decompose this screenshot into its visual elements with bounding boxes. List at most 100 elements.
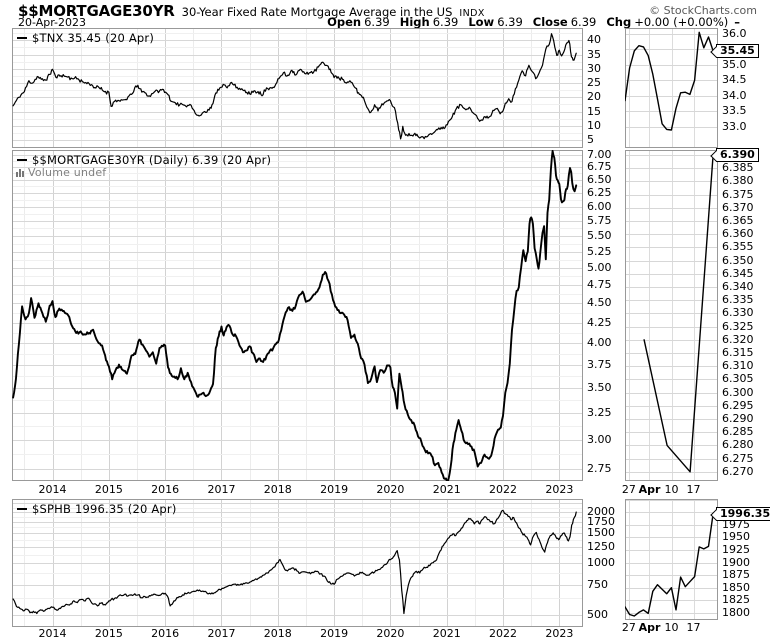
mortgage-legend: $$MORTGAGE30YR (Daily) 6.39 (20 Apr) bbox=[17, 153, 271, 167]
tnx-main-price-line bbox=[12, 33, 577, 140]
sphb-main-xtick-label: 2020 bbox=[376, 627, 405, 639]
mtg-mini-ytick-label: 6.305 bbox=[722, 372, 754, 386]
mtg-mini-ytick-label: 6.275 bbox=[722, 451, 754, 465]
mtg-main-ytick-label: 3.50 bbox=[587, 380, 612, 394]
mortgage-mini-chart bbox=[625, 150, 718, 481]
tnx-mini-ytick-label: 34.5 bbox=[722, 73, 747, 87]
volume-legend-text: Volume undef bbox=[28, 166, 107, 179]
tnx-mini-ytick-label: 35.0 bbox=[722, 57, 747, 71]
mtg-main-xtick-label: 2014 bbox=[38, 483, 67, 496]
mtg-main-ytick-label: 3.00 bbox=[587, 432, 612, 446]
mtg-main-ytick-label: 4.75 bbox=[587, 278, 612, 292]
quote-close: Close 6.39 bbox=[532, 15, 597, 29]
mtg-main-xtick-label: 2015 bbox=[94, 483, 123, 496]
mtg-mini-pointer: 6.390 bbox=[716, 148, 759, 162]
exchange-label: INDX bbox=[459, 8, 485, 19]
mtg-main-ytick-label: 4.25 bbox=[587, 315, 612, 329]
mtg-mini-ytick-label: 6.300 bbox=[722, 385, 754, 399]
mtg-main-ytick-label: 3.75 bbox=[587, 357, 612, 371]
panel-border bbox=[625, 28, 718, 148]
mtg-main-price-line bbox=[12, 150, 578, 481]
quote-high: High 6.39 bbox=[399, 15, 459, 29]
gridlines bbox=[625, 499, 718, 620]
quote-chg: Chg +0.00 (+0.00%) bbox=[606, 15, 729, 29]
panel-border bbox=[625, 150, 718, 481]
panel-border bbox=[625, 499, 718, 620]
mortgage-legend-text: $$MORTGAGE30YR (Daily) 6.39 (20 Apr) bbox=[32, 153, 272, 167]
mtg-mini-xtick-label: 17 bbox=[686, 483, 701, 496]
sphb-main-xtick-label: 2018 bbox=[263, 627, 292, 639]
sphb-mini-ytick-label: 1950 bbox=[722, 530, 750, 544]
tnx-main-ytick-label: 30 bbox=[587, 61, 601, 75]
sphb-legend-text: $SPHB 1996.35 (20 Apr) bbox=[32, 502, 177, 516]
mtg-mini-ytick-label: 6.365 bbox=[722, 214, 754, 227]
mtg-mini-ytick-label: 6.335 bbox=[722, 293, 754, 307]
sphb-mini-ytick-label: 1875 bbox=[722, 568, 750, 582]
mtg-mini-ytick-label: 6.385 bbox=[722, 161, 754, 175]
mtg-main-ytick-label: 5.25 bbox=[587, 244, 612, 258]
price-line-swatch: – bbox=[734, 15, 740, 29]
tnx-mini-ytick-label: 33.0 bbox=[722, 119, 747, 133]
mtg-main-ytick-label: 6.00 bbox=[587, 199, 612, 213]
tnx-main-ytick-label: 10 bbox=[587, 118, 601, 132]
tnx-mini-ytick-label: 34.0 bbox=[722, 88, 747, 102]
mtg-main-xtick-label: 2021 bbox=[432, 483, 461, 496]
mtg-mini-ytick-label: 6.285 bbox=[722, 425, 754, 439]
sphb-main-ytick-label: 1000 bbox=[587, 556, 615, 570]
mtg-main-ytick-label: 5.00 bbox=[587, 260, 612, 274]
mtg-main-xtick-label: 2019 bbox=[320, 483, 349, 496]
line-swatch-icon bbox=[17, 159, 27, 161]
tnx-main-ytick-label: 15 bbox=[587, 104, 601, 118]
mtg-main-ytick-label: 4.50 bbox=[587, 296, 612, 310]
mtg-mini-price-line bbox=[643, 154, 714, 473]
mtg-mini-ytick-label: 6.360 bbox=[722, 227, 754, 241]
mtg-main-ytick-label: 4.00 bbox=[587, 335, 612, 349]
mtg-mini-xtick-label: Apr bbox=[638, 483, 661, 496]
quote-open: Open 6.39 bbox=[327, 15, 390, 29]
sphb-main-ytick-label: 1250 bbox=[587, 539, 615, 553]
mtg-mini-ytick-label: 6.380 bbox=[722, 174, 754, 188]
sphb-main-xtick-label: 2023 bbox=[545, 627, 574, 639]
mtg-main-xtick-label: 2022 bbox=[489, 483, 518, 496]
mtg-main-ytick-label: 6.75 bbox=[587, 159, 612, 173]
sphb-mini-ytick-label: 1850 bbox=[722, 580, 750, 594]
line-swatch-icon bbox=[17, 37, 27, 39]
gridlines bbox=[12, 150, 583, 481]
chart-date: 20-Apr-2023 bbox=[18, 16, 87, 29]
mtg-mini-ytick-label: 6.320 bbox=[722, 332, 754, 346]
sphb-mini-ytick-label: 1975 bbox=[722, 517, 750, 531]
mtg-main-ytick-label: 3.25 bbox=[587, 405, 612, 419]
sphb-main-chart bbox=[12, 499, 583, 627]
mtg-main-ytick-label: 5.50 bbox=[587, 228, 612, 242]
mtg-mini-ytick-label: 6.270 bbox=[722, 464, 754, 478]
tnx-mini-pointer: 35.45 bbox=[716, 43, 759, 58]
sphb-main-xtick-label: 2017 bbox=[207, 627, 236, 639]
sphb-mini-chart bbox=[625, 499, 718, 620]
quote-low: Low 6.39 bbox=[468, 15, 523, 29]
sphb-mini-xtick-label: 10 bbox=[664, 621, 679, 634]
sphb-main-xtick-label: 2019 bbox=[320, 627, 349, 639]
tnx-main-ytick-label: 40 bbox=[587, 33, 601, 47]
sphb-mini-ytick-label: 1900 bbox=[722, 555, 750, 569]
mtg-main-ytick-label: 6.50 bbox=[587, 172, 612, 186]
sphb-legend: $SPHB 1996.35 (20 Apr) bbox=[17, 502, 177, 516]
stockcharts-credit: © StockCharts.com bbox=[649, 4, 757, 17]
mtg-mini-ytick-label: 6.355 bbox=[722, 240, 754, 254]
mtg-main-xtick-label: 2020 bbox=[376, 483, 405, 496]
mtg-mini-ytick-label: 6.370 bbox=[722, 200, 754, 214]
mtg-mini-xtick-label: 10 bbox=[664, 483, 679, 496]
sphb-main-ytick-label: 1750 bbox=[587, 514, 615, 528]
sphb-main-xtick-label: 2016 bbox=[151, 627, 180, 639]
volume-bars-icon bbox=[16, 169, 24, 177]
mtg-mini-ytick-label: 6.290 bbox=[722, 411, 754, 425]
tnx-mini-price-line bbox=[625, 31, 714, 131]
ohlc-quote: Open 6.39 High 6.39 Low 6.39 Close 6.39 Chg +0.00… bbox=[317, 15, 740, 29]
gridlines bbox=[625, 28, 718, 148]
tnx-main-ytick-label: 5 bbox=[587, 133, 594, 147]
tnx-mini-ytick-label: 33.5 bbox=[722, 104, 747, 118]
mtg-main-ytick-label: 5.75 bbox=[587, 213, 612, 227]
sphb-main-ytick-label: 2000 bbox=[587, 505, 615, 518]
mtg-mini-ytick-label: 6.350 bbox=[722, 253, 754, 267]
mtg-main-xtick-label: 2018 bbox=[263, 483, 292, 496]
